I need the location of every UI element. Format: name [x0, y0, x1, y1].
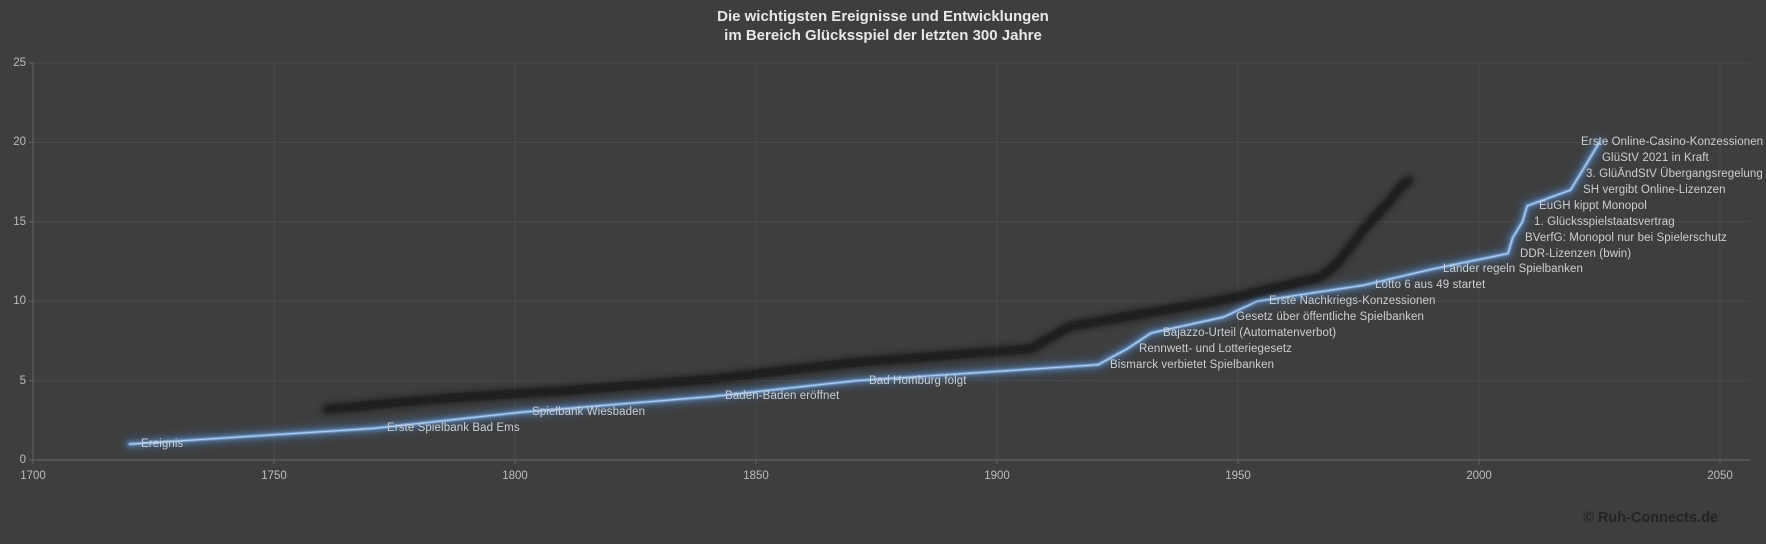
event-label: 1. Glücksspielstaatsvertrag [1534, 215, 1675, 228]
event-label: DDR-Lizenzen (bwin) [1520, 247, 1632, 260]
event-label: Erste Nachkriegs-Konzessionen [1269, 295, 1436, 308]
event-label: Spielbank Wiesbaden [532, 406, 646, 419]
event-label: BVerfG: Monopol nur bei Spielerschutz [1525, 231, 1727, 244]
event-label: Rennwett- und Lotteriegesetz [1139, 342, 1293, 355]
x-tick-label: 1750 [261, 470, 287, 482]
event-label: Erste Online-Casino-Konzessionen [1581, 136, 1764, 149]
x-tick-label: 1950 [1225, 470, 1251, 482]
y-tick-label: 20 [13, 136, 26, 149]
event-line-highlight [128, 141, 1600, 445]
event-label: Länder regeln Spielbanken [1443, 263, 1583, 276]
event-label: EuGH kippt Monopol [1539, 199, 1647, 212]
event-label: Bad Homburg folgt [869, 374, 967, 387]
x-tick-label: 1700 [20, 470, 46, 482]
y-tick-label: 10 [13, 295, 26, 308]
x-tick-label: 2050 [1707, 470, 1733, 482]
x-tick-label: 2000 [1466, 470, 1492, 482]
y-tick-label: 15 [13, 215, 26, 228]
event-label: Ereignis [141, 438, 184, 451]
x-tick-label: 1800 [502, 470, 528, 482]
y-tick-label: 25 [13, 57, 26, 69]
event-label: Gesetz über öffentliche Spielbanken [1236, 311, 1425, 324]
event-label: SH vergibt Online-Lizenzen [1583, 184, 1726, 197]
x-tick-label: 1900 [984, 470, 1010, 482]
event-label: Bismarck verbietet Spielbanken [1110, 358, 1275, 371]
y-tick-label: 0 [19, 454, 26, 466]
watermark: © Ruh-Connects.de [1583, 510, 1718, 526]
chart-title-line2: im Bereich Glücksspiel der letzten 300 J… [724, 27, 1042, 44]
trend-shadow-line [324, 178, 1412, 412]
event-label: Bajazzo-Urteil (Automatenverbot) [1163, 326, 1337, 339]
chart-title: Die wichtigsten Ereignisse und Entwicklu… [0, 7, 1766, 45]
event-label: Baden-Baden eröffnet [725, 390, 840, 403]
x-tick-label: 1850 [743, 470, 769, 482]
event-label: 3. GlüÄndStV Übergangsregelung [1586, 168, 1763, 181]
event-label: GlüStV 2021 in Kraft [1602, 152, 1709, 165]
event-label: Lotto 6 aus 49 startet [1375, 279, 1486, 292]
chart-title-line1: Die wichtigsten Ereignisse und Entwicklu… [717, 8, 1049, 25]
y-tick-label: 5 [19, 374, 26, 387]
event-label: Erste Spielbank Bad Ems [387, 422, 520, 435]
